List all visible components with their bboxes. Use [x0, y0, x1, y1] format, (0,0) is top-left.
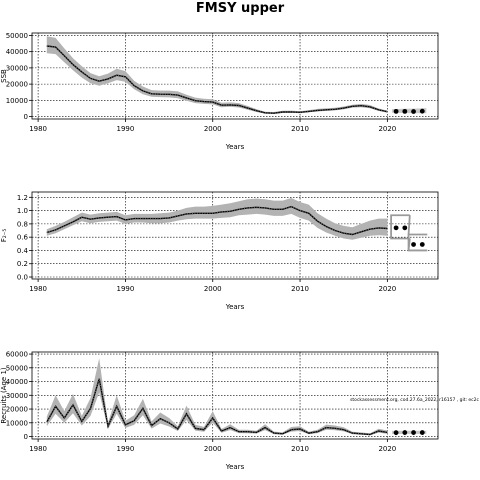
- y-axis-label: Recruits (Age 1): [0, 367, 8, 424]
- median-line-dotted: [46, 378, 388, 436]
- axes-frame: [31, 191, 439, 280]
- forecast-point: [419, 430, 425, 435]
- y-tick-label: 0.8: [17, 220, 28, 228]
- y-tick-label: 0.6: [17, 234, 29, 242]
- y-tick-label: 0.4: [17, 247, 29, 255]
- y-tick-label: 50000: [6, 32, 28, 40]
- x-tick-label: 1990: [117, 445, 135, 453]
- x-tick-label: 1990: [117, 125, 135, 133]
- x-tick-label: 2020: [378, 285, 396, 293]
- y-tick-label: 20000: [6, 406, 28, 414]
- forecast-point: [393, 108, 399, 114]
- y-tick-label: 10000: [6, 97, 28, 105]
- y-axis-label: SSB: [0, 69, 8, 83]
- y-axis-label: F₂₋₅: [0, 229, 8, 243]
- forecast-interval: [407, 238, 411, 251]
- forecast-interval: [390, 214, 410, 240]
- forecast-point: [419, 242, 425, 247]
- y-tick-label: 20000: [6, 81, 28, 89]
- x-axis-label: Years: [225, 463, 245, 471]
- y-tick-label: 40000: [6, 378, 28, 386]
- forecast-band: [392, 108, 427, 114]
- x-tick-label: 1980: [29, 125, 47, 133]
- confidence-band: [46, 36, 388, 115]
- y-tick-label: 0: [24, 113, 28, 121]
- forecast-point: [411, 242, 416, 247]
- x-tick-label: 2010: [291, 285, 309, 293]
- forecast-point: [393, 430, 399, 436]
- confidence-band: [46, 198, 388, 240]
- median-line-dotted: [46, 45, 388, 114]
- y-tick-label: 50000: [6, 364, 28, 372]
- figure-title: FMSY upper: [196, 1, 285, 16]
- panel-ssb: 1980 1990 2000 2010 2020 0 10000 20000 30000 4000…: [0, 32, 439, 151]
- x-tick-label: 2000: [204, 445, 222, 453]
- x-tick-label: 1990: [117, 285, 135, 293]
- y-tick-label: 60000: [6, 351, 28, 359]
- y-tick-label: 0.0: [17, 274, 28, 282]
- y-tick-label: 30000: [6, 392, 28, 400]
- y-tick-label: 0.2: [17, 260, 28, 268]
- median-line-dotted: [46, 206, 388, 236]
- forecast-point: [402, 430, 408, 435]
- x-tick-label: 1980: [29, 285, 47, 293]
- x-tick-label: 2000: [204, 125, 222, 133]
- forecast-point: [402, 108, 408, 114]
- x-axis-label: Years: [225, 303, 245, 311]
- x-tick-label: 2010: [291, 125, 309, 133]
- panel-fbar: 1980 1990 2000 2010 2020 0.0 0.2 0.4 0.6 0.8 1.0 1.…: [0, 191, 439, 311]
- forecast-point: [402, 225, 408, 231]
- x-axis-label: Years: [225, 143, 245, 151]
- panel-recruits: 1980 1990 2000 2010 2020 0 10000 20000 30000 4000…: [0, 351, 480, 471]
- source-annotation: stockassessment.org, cod.27.6a_2022, r16…: [350, 397, 479, 403]
- y-tick-label: 30000: [6, 64, 28, 72]
- forecast-interval: [407, 215, 411, 235]
- forecast-point: [419, 108, 425, 114]
- y-tick-label: 10000: [6, 419, 28, 427]
- x-tick-label: 2020: [378, 445, 396, 453]
- x-tick-label: 1980: [29, 445, 47, 453]
- forecast-point: [393, 225, 399, 231]
- y-tick-label: 1.0: [17, 207, 28, 215]
- forecast-point: [411, 109, 416, 114]
- y-tick-label: 1.2: [17, 194, 28, 202]
- forecast-point: [411, 430, 416, 435]
- y-tick-label: 0: [24, 433, 28, 441]
- forecast-band: [392, 430, 427, 435]
- x-tick-label: 2020: [378, 125, 396, 133]
- y-tick-label: 40000: [6, 48, 28, 56]
- x-tick-label: 2000: [204, 285, 222, 293]
- axes-frame: [31, 32, 439, 120]
- x-tick-label: 2010: [291, 445, 309, 453]
